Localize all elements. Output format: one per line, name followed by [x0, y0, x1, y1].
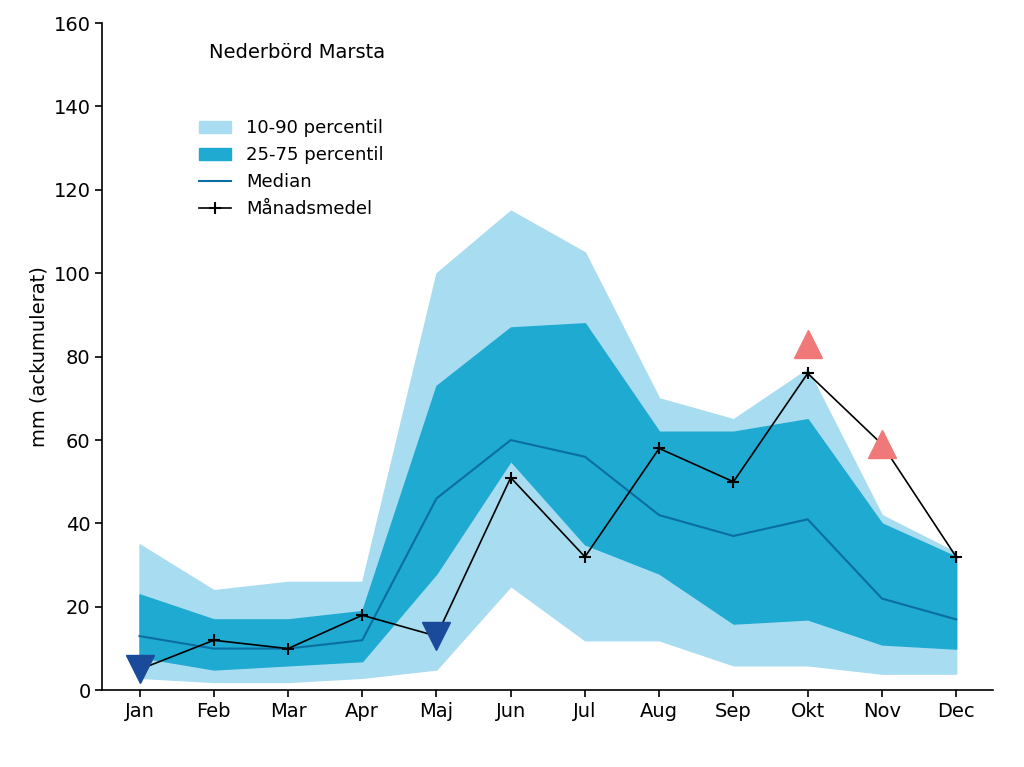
Legend: 10-90 percentil, 25-75 percentil, Median, Månadsmedel: 10-90 percentil, 25-75 percentil, Median… — [191, 112, 390, 225]
Text: Nederbörd Marsta: Nederbörd Marsta — [209, 43, 385, 62]
Y-axis label: mm (ackumulerat): mm (ackumulerat) — [29, 266, 48, 447]
